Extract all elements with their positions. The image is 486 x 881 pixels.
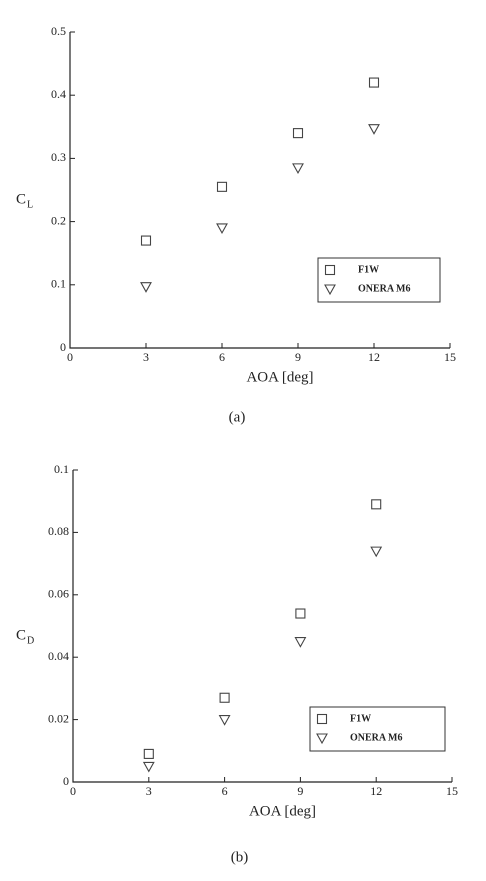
x-tick-label: 6 — [219, 350, 225, 364]
marker-triangle — [292, 163, 304, 175]
y-tick-label: 0.4 — [51, 87, 66, 101]
legend-marker — [324, 264, 336, 276]
marker-square — [216, 181, 228, 192]
y-tick-label: 0.02 — [48, 711, 69, 725]
x-axis-label: AOA [deg] — [249, 803, 316, 819]
marker-square — [143, 748, 154, 759]
y-tick-label: 0.06 — [48, 587, 69, 601]
marker-triangle — [142, 761, 155, 773]
legend-marker — [324, 284, 336, 296]
y-axis-label: C — [16, 191, 26, 207]
legend-label: F1W — [358, 264, 379, 275]
y-axis-label-subscript: L — [27, 199, 33, 210]
y-tick-label: 0 — [60, 340, 66, 354]
y-tick-label: 0.08 — [48, 524, 69, 538]
marker-triangle — [140, 282, 152, 293]
x-tick-label: 9 — [295, 350, 301, 364]
marker-triangle — [216, 223, 228, 235]
caption: (a) — [229, 409, 246, 425]
x-tick-label: 9 — [297, 784, 303, 798]
legend-box — [309, 706, 446, 752]
caption: (b) — [231, 849, 249, 865]
x-tick-label: 0 — [67, 350, 73, 364]
marker-square — [371, 499, 382, 510]
x-tick-label: 15 — [444, 350, 456, 364]
marker-triangle — [368, 124, 380, 135]
marker-square — [292, 128, 304, 139]
x-tick-label: 6 — [222, 784, 228, 798]
x-tick-label: 15 — [446, 784, 458, 798]
marker-square — [219, 692, 230, 703]
marker-square — [295, 608, 306, 619]
y-axis-label-subscript: D — [27, 635, 34, 646]
marker-triangle — [370, 546, 383, 558]
marker-square — [140, 235, 152, 246]
y-tick-label: 0.1 — [51, 277, 66, 291]
legend-label: ONERA M6 — [358, 283, 411, 294]
y-tick-label: 0.1 — [54, 462, 69, 476]
x-tick-label: 3 — [146, 784, 152, 798]
x-tick-label: 12 — [368, 350, 380, 364]
x-tick-label: 0 — [70, 784, 76, 798]
marker-square — [368, 77, 380, 88]
legend-label: F1W — [350, 713, 371, 724]
legend-marker — [316, 733, 328, 745]
x-tick-label: 12 — [370, 784, 382, 798]
legend-marker — [316, 713, 328, 725]
x-tick-label: 3 — [143, 350, 149, 364]
y-tick-label: 0.2 — [51, 213, 66, 227]
x-axis-label: AOA [deg] — [246, 369, 313, 385]
marker-triangle — [294, 637, 307, 648]
y-tick-label: 0.04 — [48, 649, 69, 663]
legend-box — [317, 257, 441, 303]
y-axis-label: C — [16, 627, 26, 643]
legend-label: ONERA M6 — [350, 732, 403, 743]
y-tick-label: 0.5 — [51, 24, 66, 38]
marker-triangle — [218, 715, 231, 726]
y-tick-label: 0.3 — [51, 150, 66, 164]
y-tick-label: 0 — [63, 774, 69, 788]
